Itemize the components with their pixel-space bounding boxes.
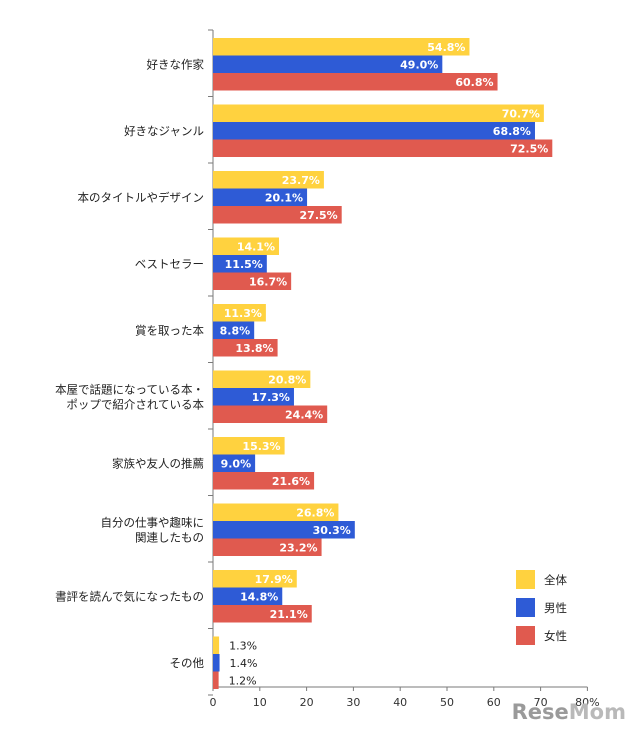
data-label: 15.3% xyxy=(242,440,280,453)
data-label: 11.5% xyxy=(225,258,263,271)
category-label-line: 本屋で話題になっている本・ xyxy=(55,382,204,396)
bar-total xyxy=(213,38,470,56)
category-label: その他 xyxy=(170,656,205,670)
data-label: 27.5% xyxy=(300,209,338,222)
bar-male xyxy=(213,654,220,672)
bar-total xyxy=(213,104,544,122)
category-label: 好きな作家 xyxy=(147,57,205,71)
data-label: 17.3% xyxy=(252,391,290,404)
category-label: 書評を読んで気になったもの xyxy=(55,589,204,603)
data-label: 21.1% xyxy=(270,608,308,621)
bar-female xyxy=(213,538,322,556)
bar-female xyxy=(213,605,312,623)
data-label: 1.3% xyxy=(229,639,257,652)
bar-total xyxy=(213,437,285,455)
data-label: 60.8% xyxy=(455,76,493,89)
bar-male xyxy=(213,587,283,605)
legend-swatch xyxy=(516,570,535,589)
category-label-line: 関連したもの xyxy=(135,530,204,544)
data-label: 1.4% xyxy=(230,657,258,670)
bar-female xyxy=(213,671,219,689)
legend-label: 男性 xyxy=(544,601,567,615)
x-tick-label: 60 xyxy=(487,696,501,709)
bar-total xyxy=(213,636,220,654)
legend-label: 女性 xyxy=(544,629,567,643)
x-tick-label: 30 xyxy=(346,696,360,709)
category-label: 本のタイトルやデザイン xyxy=(78,190,205,204)
data-label: 23.7% xyxy=(282,174,320,187)
category-label: 好きなジャンル xyxy=(124,124,204,138)
data-label: 68.8% xyxy=(493,125,531,138)
bar-female xyxy=(213,339,278,357)
category-label-line: 家族や友人の推薦 xyxy=(112,456,204,470)
data-label: 9.0% xyxy=(221,457,252,470)
data-label: 49.0% xyxy=(400,58,438,71)
data-label: 21.6% xyxy=(272,475,310,488)
bar-male xyxy=(213,122,535,140)
x-tick-label: 70 xyxy=(534,696,548,709)
data-label: 11.3% xyxy=(224,307,262,320)
category-label-line: 書評を読んで気になったもの xyxy=(55,589,204,603)
category-label: 自分の仕事や趣味に関連したもの xyxy=(101,515,205,544)
data-label: 17.9% xyxy=(255,573,293,586)
data-label: 30.3% xyxy=(313,524,351,537)
bar-male xyxy=(213,188,308,206)
bar-male xyxy=(213,255,267,273)
bar-female xyxy=(213,206,342,224)
resemom-logo: ReseMom xyxy=(511,700,626,724)
x-tick-label: 0 xyxy=(210,696,217,709)
category-label-line: ポップで紹介されている本 xyxy=(66,397,204,411)
bar-total xyxy=(213,237,279,255)
bar-male xyxy=(213,454,256,472)
bar-male xyxy=(213,521,355,539)
category-label: ベストセラー xyxy=(135,257,204,271)
bar-female xyxy=(213,272,292,290)
category-label-line: 好きな作家 xyxy=(147,57,205,71)
category-label: 賞を取った本 xyxy=(135,323,204,337)
bar-total xyxy=(213,304,266,322)
category-label: 家族や友人の推薦 xyxy=(112,456,204,470)
bar-total xyxy=(213,171,324,189)
data-label: 70.7% xyxy=(502,107,540,120)
data-label: 14.1% xyxy=(237,240,275,253)
category-label-line: ベストセラー xyxy=(135,257,204,271)
bar-female xyxy=(213,472,315,490)
bar-male xyxy=(213,55,443,73)
x-tick-label: 10 xyxy=(253,696,267,709)
data-label: 20.8% xyxy=(268,373,306,386)
data-label: 26.8% xyxy=(296,506,334,519)
data-label: 23.2% xyxy=(279,541,317,554)
x-tick-label: 40 xyxy=(393,696,407,709)
bar-female xyxy=(213,405,328,423)
category-label-line: その他 xyxy=(170,656,205,670)
x-tick-label: 50 xyxy=(440,696,454,709)
x-tick-label: 80% xyxy=(575,696,599,709)
legend-swatch xyxy=(516,598,535,617)
data-label: 54.8% xyxy=(427,41,465,54)
bar-total xyxy=(213,503,339,521)
bar-total xyxy=(213,570,297,588)
data-label: 14.8% xyxy=(240,590,278,603)
x-tick-label: 20 xyxy=(300,696,314,709)
data-label: 16.7% xyxy=(249,275,287,288)
category-label-line: 自分の仕事や趣味に xyxy=(101,515,205,529)
bar-male xyxy=(213,388,294,406)
category-label-line: 本のタイトルやデザイン xyxy=(78,190,205,204)
category-label-line: 好きなジャンル xyxy=(124,124,204,138)
category-label-line: 賞を取った本 xyxy=(135,323,204,337)
data-label: 20.1% xyxy=(265,191,303,204)
legend-label: 全体 xyxy=(544,573,567,587)
bar-female xyxy=(213,73,498,91)
data-label: 72.5% xyxy=(510,142,548,155)
legend-swatch xyxy=(516,626,535,645)
bar-male xyxy=(213,321,255,339)
data-label: 8.8% xyxy=(220,324,251,337)
data-label: 13.8% xyxy=(235,342,273,355)
category-label: 本屋で話題になっている本・ポップで紹介されている本 xyxy=(55,382,204,411)
data-label: 1.2% xyxy=(229,674,257,687)
data-label: 24.4% xyxy=(285,408,323,421)
bar-total xyxy=(213,370,311,388)
bar-female xyxy=(213,139,553,157)
